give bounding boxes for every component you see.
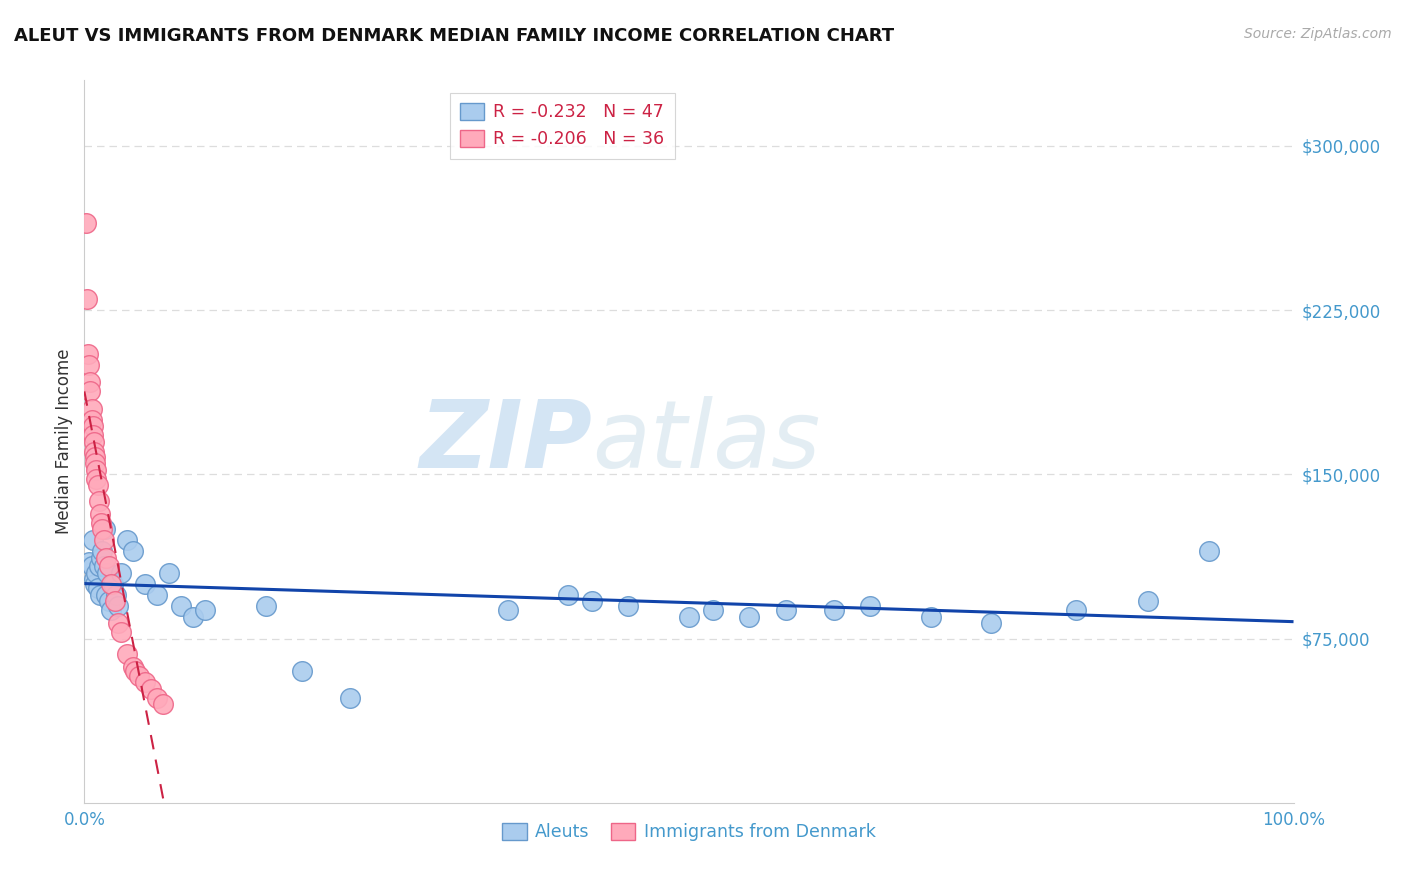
- Point: [920, 609, 942, 624]
- Point: [128, 669, 150, 683]
- Point: [496, 603, 519, 617]
- Point: [146, 690, 169, 705]
- Point: [84, 457, 107, 471]
- Point: [93, 559, 115, 574]
- Point: [110, 625, 132, 640]
- Point: [97, 594, 120, 608]
- Point: [91, 522, 114, 536]
- Point: [91, 544, 114, 558]
- Point: [557, 588, 579, 602]
- Point: [76, 292, 98, 306]
- Point: [170, 599, 193, 613]
- Point: [96, 566, 118, 580]
- Point: [157, 566, 180, 580]
- Point: [1137, 594, 1160, 608]
- Point: [146, 588, 169, 602]
- Point: [89, 507, 111, 521]
- Point: [83, 434, 105, 449]
- Point: [139, 681, 162, 696]
- Point: [79, 384, 101, 399]
- Point: [134, 577, 156, 591]
- Point: [79, 376, 101, 390]
- Point: [93, 533, 115, 547]
- Point: [75, 216, 97, 230]
- Legend: Aleuts, Immigrants from Denmark: Aleuts, Immigrants from Denmark: [495, 816, 883, 848]
- Point: [775, 603, 797, 617]
- Point: [80, 401, 103, 416]
- Text: ALEUT VS IMMIGRANTS FROM DENMARK MEDIAN FAMILY INCOME CORRELATION CHART: ALEUT VS IMMIGRANTS FROM DENMARK MEDIAN …: [14, 27, 894, 45]
- Point: [134, 675, 156, 690]
- Point: [94, 522, 117, 536]
- Point: [100, 603, 122, 617]
- Point: [254, 599, 277, 613]
- Point: [194, 603, 217, 617]
- Point: [94, 588, 117, 602]
- Point: [738, 609, 761, 624]
- Point: [1198, 544, 1220, 558]
- Point: [107, 599, 129, 613]
- Text: Source: ZipAtlas.com: Source: ZipAtlas.com: [1244, 27, 1392, 41]
- Point: [87, 559, 110, 574]
- Point: [77, 555, 100, 569]
- Point: [617, 599, 640, 613]
- Point: [86, 478, 108, 492]
- Point: [115, 533, 138, 547]
- Point: [94, 550, 117, 565]
- Text: ZIP: ZIP: [419, 395, 592, 488]
- Point: [100, 577, 122, 591]
- Point: [89, 588, 111, 602]
- Point: [80, 559, 103, 574]
- Point: [103, 577, 125, 591]
- Point: [339, 690, 361, 705]
- Point: [77, 358, 100, 372]
- Point: [83, 573, 105, 587]
- Point: [291, 665, 314, 679]
- Point: [82, 428, 104, 442]
- Point: [86, 566, 108, 580]
- Point: [980, 616, 1002, 631]
- Point: [86, 463, 108, 477]
- Point: [121, 544, 143, 558]
- Point: [86, 472, 108, 486]
- Point: [77, 347, 100, 361]
- Point: [1064, 603, 1087, 617]
- Point: [104, 588, 127, 602]
- Text: atlas: atlas: [592, 396, 821, 487]
- Point: [90, 550, 112, 565]
- Point: [107, 616, 129, 631]
- Point: [110, 566, 132, 580]
- Point: [104, 594, 127, 608]
- Point: [859, 599, 882, 613]
- Point: [82, 533, 104, 547]
- Point: [80, 412, 103, 426]
- Point: [82, 419, 104, 434]
- Point: [115, 647, 138, 661]
- Y-axis label: Median Family Income: Median Family Income: [55, 349, 73, 534]
- Point: [87, 493, 110, 508]
- Point: [84, 577, 107, 591]
- Point: [97, 559, 120, 574]
- Point: [181, 609, 204, 624]
- Point: [823, 603, 845, 617]
- Point: [702, 603, 724, 617]
- Point: [124, 665, 146, 679]
- Point: [86, 581, 108, 595]
- Point: [121, 660, 143, 674]
- Point: [84, 450, 107, 464]
- Point: [83, 445, 105, 459]
- Point: [678, 609, 700, 624]
- Point: [581, 594, 603, 608]
- Point: [90, 516, 112, 530]
- Point: [152, 698, 174, 712]
